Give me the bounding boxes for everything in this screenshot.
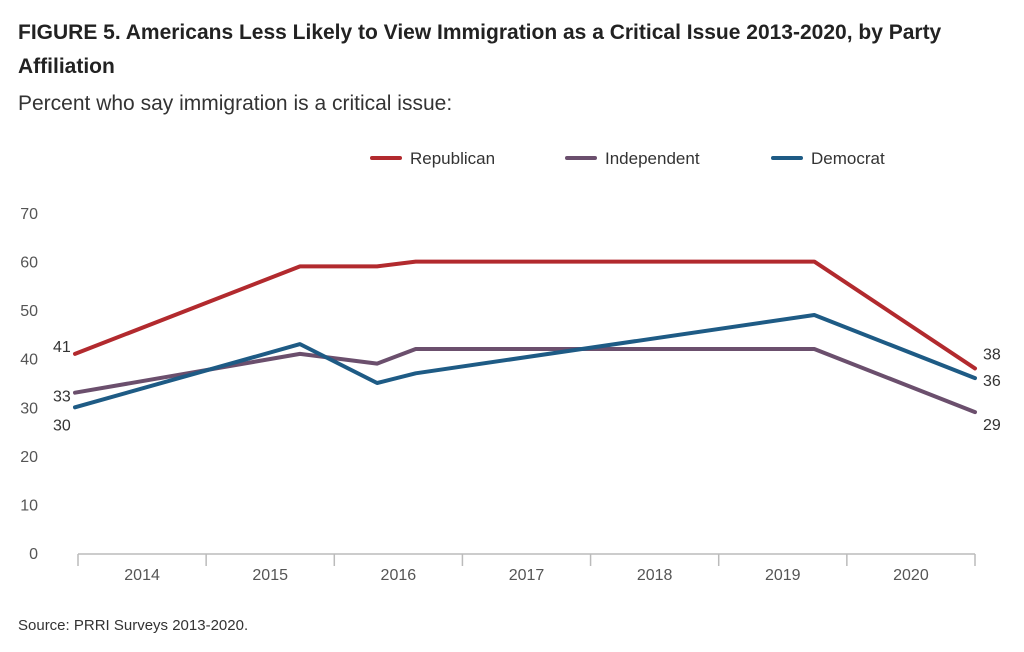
data-label: 33 [53, 389, 71, 406]
y-tick-label: 70 [20, 206, 38, 223]
x-axis: 2014 2015 2016 2017 2018 2019 2020 [77, 553, 976, 584]
legend-label: Democrat [811, 149, 885, 168]
y-tick-label: 40 [20, 352, 38, 369]
y-tick-label: 50 [20, 303, 38, 320]
y-tick-label: 20 [20, 449, 38, 466]
legend: Republican Independent Democrat [370, 149, 885, 168]
x-tick-label: 2014 [124, 567, 160, 584]
y-tick-label: 30 [20, 400, 38, 417]
x-tick-label: 2019 [765, 567, 801, 584]
data-labels: 41 38 33 29 30 36 [53, 339, 1001, 434]
series-line-independent [73, 347, 977, 415]
data-label: 41 [53, 339, 71, 356]
chart-title: FIGURE 5. Americans Less Likely to View … [18, 21, 942, 78]
series-line-democrat [73, 313, 977, 410]
source-note: Source: PRRI Surveys 2013-2020. [18, 617, 249, 634]
x-tick-label: 2020 [893, 567, 929, 584]
series-line-republican [73, 259, 977, 371]
chart-subtitle: Percent who say immigration is a critica… [18, 92, 453, 115]
x-tick-label: 2016 [381, 567, 417, 584]
data-label: 36 [983, 373, 1001, 390]
x-tick-label: 2017 [509, 567, 545, 584]
y-tick-label: 10 [20, 497, 38, 514]
data-label: 29 [983, 417, 1001, 434]
data-label: 30 [53, 417, 71, 434]
y-tick-label: 0 [29, 546, 38, 563]
y-tick-label: 60 [20, 255, 38, 272]
series-group [73, 259, 977, 415]
legend-label: Independent [605, 149, 700, 168]
x-tick-label: 2018 [637, 567, 673, 584]
legend-label: Republican [410, 149, 495, 168]
y-axis: 0 10 20 30 40 50 60 70 [20, 206, 38, 563]
data-label: 38 [983, 346, 1001, 363]
x-tick-label: 2015 [252, 567, 288, 584]
